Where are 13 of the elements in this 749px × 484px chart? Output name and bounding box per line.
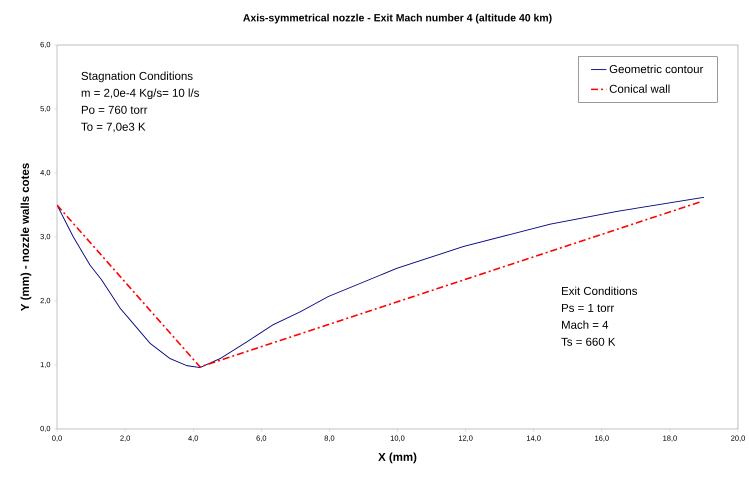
annotation: Po = 760 torr (82, 106, 148, 114)
annotation: Ps = 1 torr (562, 304, 614, 312)
legend-label: Geometric contour (610, 64, 704, 74)
annotation: m = 2,0e-4 Kg/s= 10 l/s (82, 88, 199, 100)
annotation: Stagnation Conditions (81, 72, 193, 82)
annotation: Ts = 660 K (561, 338, 616, 346)
annotation: Exit Conditions (562, 286, 638, 295)
chart-title: Axis-symmetrical nozzle - Exit Mach number 4 (altitude 40 km) (243, 14, 552, 24)
annotation: To = 7,0e3 K (81, 122, 146, 132)
annotation: Mach = 4 (562, 320, 608, 329)
legend-label: Conical wall (610, 84, 670, 93)
y-axis-title: Y (mm) - nozzle walls cotes (20, 163, 32, 311)
x-axis-title: X (mm) (378, 452, 416, 464)
